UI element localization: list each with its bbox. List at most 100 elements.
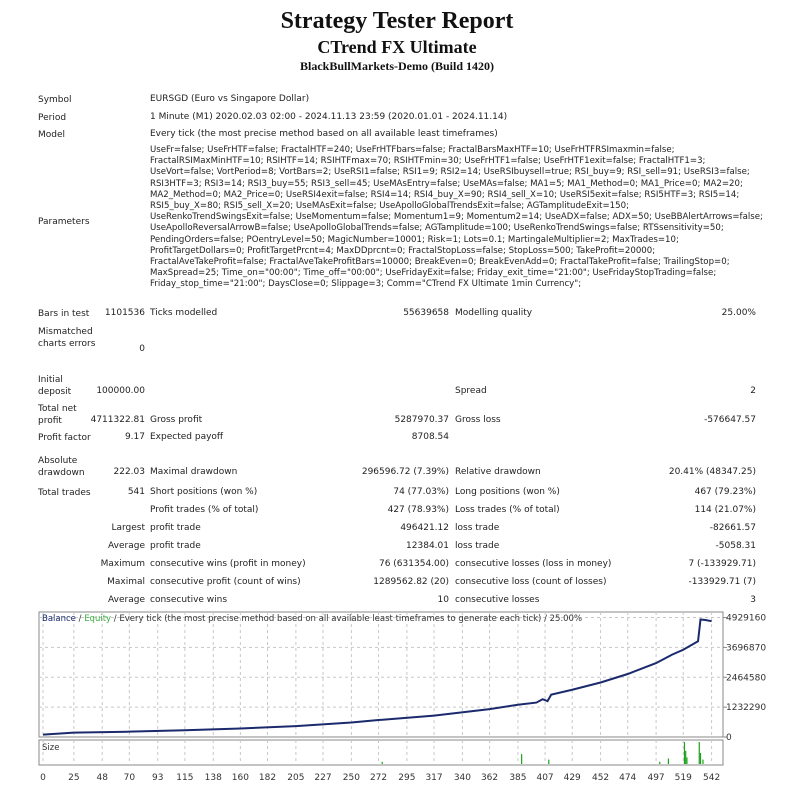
- stats-cell: Bars in test: [38, 309, 90, 319]
- stats-cell: consecutive loss (count of losses): [455, 577, 607, 587]
- size-label: Size: [42, 743, 59, 753]
- stats-cell: 55639658: [403, 308, 449, 318]
- x-tick-label: 429: [564, 773, 581, 783]
- x-tick-label: 182: [259, 773, 276, 783]
- x-tick-label: 452: [592, 773, 609, 783]
- parameters-value: UseFr=false; UseFrHTF=false; FractalHTF=…: [150, 145, 763, 290]
- stats-cell: 4711322.81: [90, 415, 145, 425]
- y-tick-label: 1232290: [726, 703, 766, 713]
- stats-cell: 20.41% (48347.25): [668, 467, 756, 477]
- report-title: Strategy Tester Report: [280, 8, 514, 34]
- y-tick-label: 0: [726, 733, 732, 743]
- stats-cell: 100000.00: [96, 386, 145, 396]
- stats-cell: -576647.57: [704, 415, 756, 425]
- x-tick-label: 317: [425, 773, 442, 783]
- stats-cell: Maximum: [100, 559, 145, 569]
- stats-cell: loss trade: [455, 523, 500, 533]
- stats-cell: 74 (77.03%): [393, 487, 449, 497]
- stats-cell: 496421.12: [400, 523, 449, 533]
- stats-cell: 12384.01: [406, 541, 449, 551]
- stats-cell: Initial deposit: [38, 375, 72, 397]
- stats-cell: 541: [127, 487, 145, 497]
- y-tick-label: 3696870: [726, 643, 766, 653]
- stats-cell: profit trade: [150, 523, 201, 533]
- model-value: Every tick (the most precise method base…: [150, 129, 498, 139]
- symbol-value: EURSGD (Euro vs Singapore Dollar): [150, 94, 310, 104]
- stats-cell: -5058.31: [715, 541, 756, 551]
- legend-rest: / Every tick (the most precise method ba…: [111, 614, 582, 624]
- x-tick-label: 519: [675, 773, 692, 783]
- model-label: Model: [38, 130, 66, 140]
- x-tick-label: 474: [619, 773, 636, 783]
- stats-cell: 114 (21.07%): [694, 505, 756, 515]
- stats-cell: 1101536: [104, 308, 145, 318]
- stats-cell: Total trades: [38, 488, 91, 498]
- stats-cell: 427 (78.93%): [387, 505, 449, 515]
- x-tick-label: 340: [454, 773, 471, 783]
- period-label: Period: [38, 113, 67, 123]
- stats-cell: Short positions (won %): [150, 487, 258, 497]
- x-tick-label: 407: [536, 773, 553, 783]
- stats-cell: Average: [108, 595, 145, 605]
- stats-cell: consecutive wins (profit in money): [150, 559, 306, 569]
- x-tick-label: 385: [509, 773, 526, 783]
- y-tick-label: 4929160: [726, 614, 766, 624]
- x-tick-label: 138: [205, 773, 222, 783]
- stats-cell: Maximal: [107, 577, 145, 587]
- legend-sep: /: [76, 614, 84, 624]
- stats-cell: Spread: [455, 386, 487, 396]
- x-tick-label: 497: [647, 773, 664, 783]
- legend-equity: Equity: [84, 614, 111, 624]
- chart-legend: Balance / Equity / Every tick (the most …: [42, 614, 582, 624]
- stats-cell: Loss trades (% of total): [455, 505, 560, 515]
- x-tick-label: 227: [314, 773, 331, 783]
- stats-cell: Profit factor: [38, 433, 91, 443]
- balance-chart: 0 25 48 70 93 115 138 160 182 205 227 250 272 295 317 3…: [38, 611, 766, 783]
- stats-cell: Long positions (won %): [455, 487, 560, 497]
- x-tick-label: 160: [232, 773, 249, 783]
- x-tick-label: 362: [481, 773, 498, 783]
- stats-cell: Relative drawdown: [455, 467, 541, 477]
- parameters-label: Parameters: [38, 217, 90, 227]
- stats-cell: 3: [750, 595, 756, 605]
- stats-cell: -82661.57: [709, 523, 756, 533]
- stats-cell: Gross loss: [455, 415, 501, 425]
- balance-panel: [38, 611, 724, 738]
- stats-cell: -133929.71 (7): [688, 577, 756, 587]
- stats-cell: 9.17: [124, 432, 145, 442]
- stats-cell: 222.03: [113, 467, 146, 477]
- symbol-label: Symbol: [38, 95, 72, 105]
- stats-cell: Average: [108, 541, 145, 551]
- x-tick-label: 0: [40, 773, 46, 783]
- stats-cell: loss trade: [455, 541, 500, 551]
- x-tick-label: 70: [124, 773, 136, 783]
- x-tick-label: 48: [96, 773, 108, 783]
- stats-cell: consecutive losses (loss in money): [455, 559, 612, 569]
- stats-cell: Maximal drawdown: [150, 467, 238, 477]
- stats-cell: consecutive wins: [150, 595, 228, 605]
- stats-cell: Modelling quality: [455, 308, 533, 318]
- x-tick-label: 25: [68, 773, 79, 783]
- stats-cell: Largest: [111, 523, 145, 533]
- x-tick-label: 542: [703, 773, 720, 783]
- stats-cell: 10: [437, 595, 449, 605]
- x-tick-label: 272: [370, 773, 387, 783]
- x-tick-label: 295: [398, 773, 415, 783]
- stats-cell: 2: [750, 386, 756, 396]
- stats-cell: 7 (-133929.71): [688, 559, 756, 569]
- stats-cell: Expected payoff: [150, 432, 224, 442]
- x-tick-label: 250: [343, 773, 360, 783]
- stats-cell: Mismatched charts errors: [38, 327, 96, 349]
- expert-name: CTrend FX Ultimate: [317, 37, 477, 57]
- stats-cell: 5287970.37: [394, 415, 449, 425]
- balance-line: [42, 618, 712, 736]
- stats-cell: Ticks modelled: [150, 308, 218, 318]
- stats-cell: Profit trades (% of total): [150, 505, 259, 515]
- stats-cell: 0: [139, 344, 145, 354]
- stats-cell: Absolute drawdown: [38, 456, 85, 478]
- x-tick-label: 205: [287, 773, 304, 783]
- stats-cell: 296596.72 (7.39%): [361, 467, 449, 477]
- size-panel: [38, 739, 724, 766]
- x-tick-label: 93: [152, 773, 163, 783]
- stats-cell: 76 (631354.00): [378, 559, 449, 569]
